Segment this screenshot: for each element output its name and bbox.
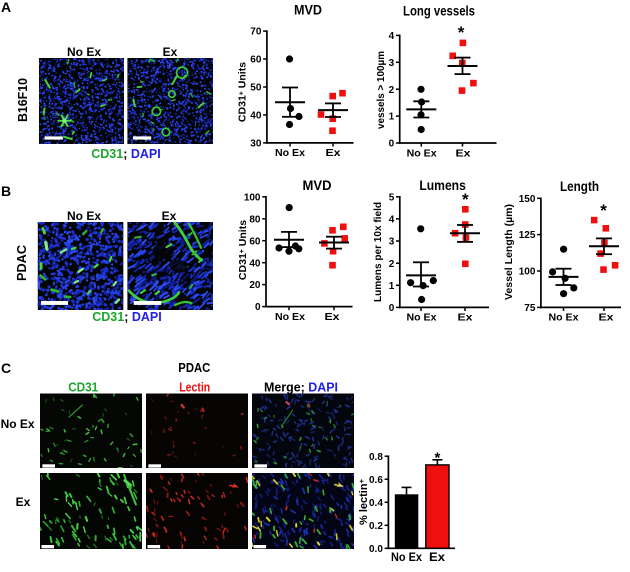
svg-text:50: 50: [250, 83, 262, 94]
svg-text:No Ex: No Ex: [67, 209, 101, 223]
svg-text:B: B: [1, 183, 11, 199]
svg-text:40: 40: [250, 111, 262, 122]
svg-text:4: 4: [389, 31, 395, 42]
svg-text:CD31+ Units: CD31+ Units: [237, 62, 249, 122]
svg-text:20: 20: [249, 280, 261, 291]
svg-text:125: 125: [519, 230, 536, 241]
svg-text:No Ex: No Ex: [549, 312, 579, 324]
svg-text:5: 5: [389, 192, 395, 203]
svg-text:% lectin+: % lectin+: [357, 478, 370, 525]
svg-text:PDAC: PDAC: [178, 361, 210, 375]
svg-text:Lectin: Lectin: [179, 381, 210, 395]
svg-text:1: 1: [389, 281, 395, 292]
svg-text:No Ex: No Ex: [275, 311, 305, 323]
svg-text:60: 60: [249, 236, 261, 247]
svg-text:Vessel Length (µm): Vessel Length (µm): [503, 204, 515, 300]
svg-text:CD31: CD31: [68, 381, 98, 395]
svg-text:No Ex: No Ex: [67, 45, 101, 59]
svg-text:Merge; DAPI: Merge; DAPI: [264, 381, 338, 395]
svg-text:C: C: [1, 360, 11, 376]
svg-text:No Ex: No Ex: [275, 147, 305, 159]
svg-text:*: *: [462, 190, 469, 209]
svg-text:0.6: 0.6: [369, 475, 383, 486]
svg-text:Lumens per 10x field: Lumens per 10x field: [372, 202, 384, 302]
svg-text:80: 80: [249, 214, 261, 225]
svg-text:No Ex: No Ex: [407, 147, 437, 159]
svg-text:Ex: Ex: [456, 147, 471, 159]
svg-text:Long vessels: Long vessels: [403, 4, 475, 19]
svg-text:2: 2: [389, 259, 395, 270]
svg-text:0: 0: [255, 302, 261, 313]
svg-text:Ex: Ex: [162, 209, 177, 223]
svg-text:100: 100: [244, 192, 261, 203]
svg-text:Ex: Ex: [458, 312, 473, 324]
svg-text:No Ex: No Ex: [391, 552, 423, 564]
svg-text:Ex: Ex: [429, 552, 446, 564]
svg-text:0: 0: [389, 303, 395, 314]
svg-text:75: 75: [524, 303, 536, 314]
svg-text:Ex: Ex: [325, 311, 340, 323]
svg-text:2: 2: [389, 85, 395, 96]
svg-text:No Ex: No Ex: [407, 312, 437, 324]
svg-text:*: *: [458, 23, 465, 42]
svg-text:Ex: Ex: [599, 312, 614, 324]
svg-text:30: 30: [250, 139, 262, 150]
svg-text:*: *: [600, 201, 607, 220]
svg-text:3: 3: [389, 237, 395, 248]
svg-text:100: 100: [519, 267, 536, 278]
svg-text:*: *: [434, 450, 440, 467]
svg-text:Lumens: Lumens: [419, 178, 466, 193]
svg-text:Ex: Ex: [326, 147, 341, 159]
svg-text:0.8: 0.8: [369, 452, 383, 463]
svg-text:MVD: MVD: [294, 3, 322, 18]
svg-text:CD31+ Units: CD31+ Units: [237, 220, 249, 280]
svg-text:3: 3: [389, 58, 395, 69]
svg-text:150: 150: [519, 194, 536, 205]
svg-text:0.2: 0.2: [369, 521, 383, 532]
svg-text:vessels > 100µm: vessels > 100µm: [375, 51, 387, 129]
svg-text:60: 60: [250, 55, 262, 66]
svg-text:CD31; DAPI: CD31; DAPI: [91, 147, 160, 161]
svg-text:4: 4: [389, 215, 395, 226]
svg-text:Ex: Ex: [16, 495, 31, 509]
svg-text:1: 1: [389, 112, 395, 123]
svg-text:A: A: [1, 0, 11, 15]
svg-text:0.4: 0.4: [369, 498, 383, 509]
svg-text:Length: Length: [560, 179, 599, 194]
svg-text:Ex: Ex: [163, 45, 178, 59]
svg-text:40: 40: [249, 258, 261, 269]
svg-text:No Ex: No Ex: [1, 417, 35, 431]
svg-text:70: 70: [250, 27, 262, 38]
svg-text:MVD: MVD: [303, 178, 332, 193]
svg-text:0: 0: [389, 139, 395, 150]
svg-text:B16F10: B16F10: [16, 78, 30, 122]
svg-text:0.0: 0.0: [369, 544, 383, 555]
svg-text:PDAC: PDAC: [15, 245, 29, 281]
svg-text:CD31; DAPI: CD31; DAPI: [92, 310, 161, 324]
